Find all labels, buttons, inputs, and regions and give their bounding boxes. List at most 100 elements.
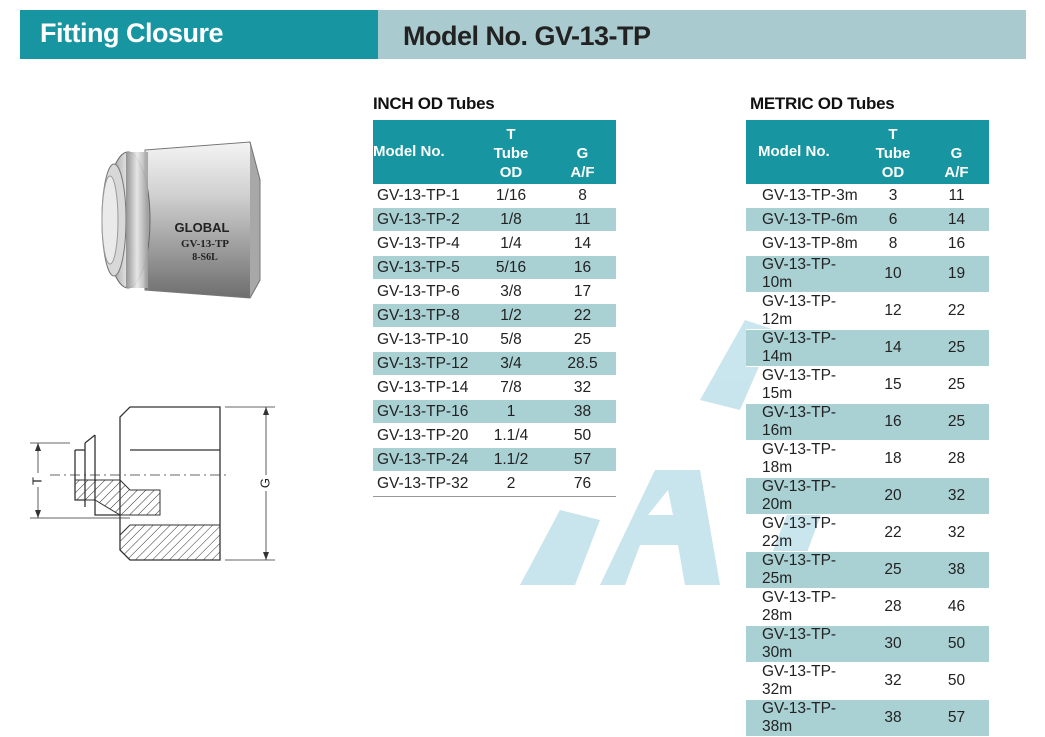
table-row: GV-13-TP-30m 30 50 — [746, 625, 989, 663]
cell-model-no: GV-13-TP-4 — [373, 231, 473, 256]
cell-tube-od: 12 — [862, 292, 924, 330]
cell-tube-od: 8 — [862, 231, 924, 256]
metric-table-body: GV-13-TP-3m 3 11 GV-13-TP-6m 6 14 GV-13-TP-8m 8… — [746, 184, 989, 737]
cell-tube-od: 1.1/2 — [473, 447, 549, 472]
cell-tube-od: 7/8 — [473, 375, 549, 400]
engraving-model: GV-13-TP — [181, 238, 229, 250]
cell-tube-od: 2 — [473, 471, 549, 496]
cell-model-no: GV-13-TP-24 — [373, 447, 473, 472]
section-label: Fitting Closure — [40, 18, 224, 48]
cell-g-af: 50 — [549, 423, 616, 448]
cell-g-af: 11 — [924, 184, 989, 208]
header-t-line1: T — [888, 126, 898, 143]
cell-model-no: GV-13-TP-32 — [373, 471, 473, 496]
header-g-line2: A/F — [944, 164, 969, 181]
cell-g-af: 50 — [924, 625, 989, 663]
cell-model-no: GV-13-TP-25m — [746, 551, 862, 589]
cell-tube-od: 1/16 — [473, 184, 549, 208]
cell-tube-od: 20 — [862, 477, 924, 515]
cell-g-af: 25 — [549, 327, 616, 352]
metric-od-table: Model No. T Tube OD G A/F GV-13-TP-3m 3 11… — [746, 120, 989, 737]
table-row: GV-13-TP-16m 16 25 — [746, 403, 989, 441]
cell-model-no: GV-13-TP-3m — [746, 184, 862, 208]
cell-model-no: GV-13-TP-18m — [746, 440, 862, 478]
header-t-line3: OD — [499, 164, 523, 181]
table-row: GV-13-TP-38m 38 57 — [746, 699, 989, 737]
cell-tube-od: 10 — [862, 255, 924, 293]
cell-model-no: GV-13-TP-20m — [746, 477, 862, 515]
cell-g-af: 11 — [549, 207, 616, 232]
cell-g-af: 57 — [924, 699, 989, 737]
product-photo: GLOBAL GV-13-TP 8-S6L — [101, 141, 261, 299]
cell-tube-od: 6 — [862, 207, 924, 232]
table-row: GV-13-TP-32m 32 50 — [746, 662, 989, 700]
cell-tube-od: 5/8 — [473, 327, 549, 352]
cell-g-af: 22 — [549, 303, 616, 328]
engraving-brand: GLOBAL — [175, 220, 230, 235]
cell-model-no: GV-13-TP-32m — [746, 662, 862, 700]
cell-tube-od: 1/2 — [473, 303, 549, 328]
cell-tube-od: 3/4 — [473, 351, 549, 376]
table-row: GV-13-TP-3m 3 11 — [746, 184, 989, 208]
table-row: GV-13-TP-8m 8 16 — [746, 231, 989, 256]
cell-tube-od: 32 — [862, 662, 924, 700]
cell-g-af: 32 — [924, 477, 989, 515]
cross-section-drawing: T G — [29, 406, 275, 561]
table-row: GV-13-TP-12m 12 22 — [746, 292, 989, 330]
table-row: GV-13-TP-20 1.1/4 50 — [373, 423, 616, 448]
table-row: GV-13-TP-18m 18 28 — [746, 440, 989, 478]
cell-model-no: GV-13-TP-10m — [746, 255, 862, 293]
cell-g-af: 25 — [924, 366, 989, 404]
inch-table-bottom-rule — [373, 496, 616, 497]
header-banner: Fitting Closure Model No. GV-13-TP — [20, 10, 1026, 59]
cell-model-no: GV-13-TP-28m — [746, 588, 862, 626]
inch-table-title: INCH OD Tubes — [373, 94, 495, 113]
cell-tube-od: 1 — [473, 399, 549, 424]
cell-g-af: 32 — [924, 514, 989, 552]
dimension-t-label: T — [29, 477, 44, 485]
cell-model-no: GV-13-TP-1 — [373, 184, 473, 208]
cell-model-no: GV-13-TP-16m — [746, 403, 862, 441]
cell-model-no: GV-13-TP-6 — [373, 279, 473, 304]
header-g: G A/F — [924, 120, 989, 184]
header-g-line1: G — [576, 145, 589, 162]
table-header-row: Model No. T Tube OD G A/F — [746, 120, 989, 184]
cell-model-no: GV-13-TP-5 — [373, 255, 473, 280]
table-row: GV-13-TP-2 1/8 11 — [373, 207, 616, 232]
header-g-line2: A/F — [570, 164, 595, 181]
cell-model-no: GV-13-TP-16 — [373, 399, 473, 424]
cell-tube-od: 38 — [862, 699, 924, 737]
table-row: GV-13-TP-10m 10 19 — [746, 255, 989, 293]
table-row: GV-13-TP-32 2 76 — [373, 471, 616, 496]
cell-model-no: GV-13-TP-20 — [373, 423, 473, 448]
cell-g-af: 25 — [924, 329, 989, 367]
cell-g-af: 76 — [549, 471, 616, 496]
table-row: GV-13-TP-28m 28 46 — [746, 588, 989, 626]
model-title: Model No. GV-13-TP — [403, 21, 651, 51]
cell-tube-od: 3 — [862, 184, 924, 208]
cell-model-no: GV-13-TP-12m — [746, 292, 862, 330]
table-row: GV-13-TP-25m 25 38 — [746, 551, 989, 589]
cell-model-no: GV-13-TP-8 — [373, 303, 473, 328]
cell-g-af: 46 — [924, 588, 989, 626]
cell-tube-od: 16 — [862, 403, 924, 441]
table-row: GV-13-TP-12 3/4 28.5 — [373, 351, 616, 376]
cell-tube-od: 18 — [862, 440, 924, 478]
header-g-line1: G — [950, 145, 963, 162]
cell-model-no: GV-13-TP-22m — [746, 514, 862, 552]
cell-tube-od: 5/16 — [473, 255, 549, 280]
cell-g-af: 50 — [924, 662, 989, 700]
cell-tube-od: 22 — [862, 514, 924, 552]
cell-tube-od: 14 — [862, 329, 924, 367]
cell-model-no: GV-13-TP-6m — [746, 207, 862, 232]
cell-model-no: GV-13-TP-12 — [373, 351, 473, 376]
cell-g-af: 28.5 — [549, 351, 616, 376]
table-row: GV-13-TP-5 5/16 16 — [373, 255, 616, 280]
table-row: GV-13-TP-6 3/8 17 — [373, 279, 616, 304]
table-row: GV-13-TP-15m 15 25 — [746, 366, 989, 404]
cell-tube-od: 28 — [862, 588, 924, 626]
cell-tube-od: 30 — [862, 625, 924, 663]
table-row: GV-13-TP-16 1 38 — [373, 399, 616, 424]
cell-model-no: GV-13-TP-8m — [746, 231, 862, 256]
cell-g-af: 14 — [924, 207, 989, 232]
